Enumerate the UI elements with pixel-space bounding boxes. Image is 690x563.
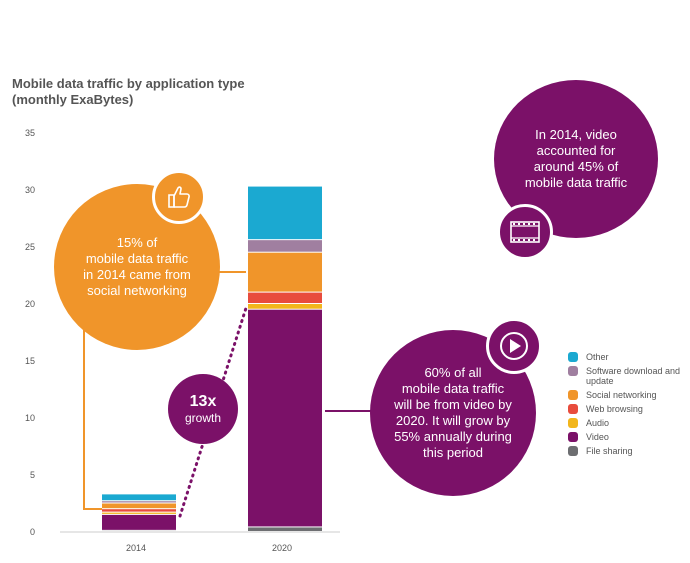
bar-segment (102, 494, 176, 501)
legend-swatch (568, 432, 578, 442)
legend-label: Video (586, 432, 609, 442)
annotation-video2020-line: 60% of all (424, 365, 482, 380)
legend-label: Software download and update (586, 366, 681, 386)
annotation-video2020-line: mobile data traffic (401, 381, 505, 396)
bar-segment (248, 252, 322, 292)
legend-item-audio: Audio (568, 418, 682, 428)
bar-segment (102, 509, 176, 512)
chart-title: Mobile data traffic by application type … (12, 76, 245, 108)
bar-segment (102, 514, 176, 530)
annotation-video2020-line: 55% annually during (394, 429, 512, 444)
legend-label: Web browsing (586, 404, 643, 414)
bar-segment (102, 501, 176, 503)
bar-segment (248, 309, 322, 527)
bar-segment (248, 292, 322, 303)
annotation-video2020-line: 2020. It will grow by (395, 413, 511, 428)
legend-swatch (568, 418, 578, 428)
bar-stacks (102, 186, 322, 531)
y-tick-label: 10 (25, 413, 35, 423)
chart-title-main: Mobile data traffic by application type (12, 76, 245, 91)
y-tick-label: 15 (25, 356, 35, 366)
annotation-social-line: 15% of (116, 235, 158, 250)
bar-segment (102, 512, 176, 514)
annotation-video-2020: 60% of all mobile data traffic will be f… (370, 330, 536, 496)
bar-segment (102, 503, 176, 509)
legend-item-video: Video (568, 432, 682, 442)
annotation-social-line: social networking (87, 283, 187, 298)
annotation-social-line: in 2014 came from (83, 267, 191, 282)
legend-label: File sharing (586, 446, 633, 456)
annotation-video2014-line: around 45% of (533, 159, 619, 174)
annotation-video2020-line: will be from video by (394, 397, 512, 412)
thumbs-up-icon (152, 170, 206, 224)
y-tick-label: 5 (30, 470, 35, 480)
play-icon (486, 318, 542, 374)
y-tick-label: 25 (25, 242, 35, 252)
x-tick-label: 2014 (126, 543, 146, 553)
annotation-social-networking: 15% of mobile data traffic in 2014 came … (54, 184, 220, 350)
legend-item-web-browsing: Web browsing (568, 404, 682, 414)
annotation-growth: 13x growth (168, 374, 238, 444)
bar-segment (248, 240, 322, 252)
annotation-video2014-line: In 2014, video (535, 127, 617, 142)
bar-segment (248, 304, 322, 309)
chart-title-sub: (monthly ExaBytes) (12, 92, 134, 107)
legend-swatch (568, 366, 578, 376)
y-tick-label: 30 (25, 185, 35, 195)
legend-swatch (568, 390, 578, 400)
growth-multiplier: 13x (189, 393, 217, 410)
legend-swatch (568, 404, 578, 414)
legend-label: Other (586, 352, 609, 362)
legend-item-file-sharing: File sharing (568, 446, 682, 456)
annotation-video-2014: In 2014, video accounted for around 45% … (494, 80, 658, 238)
legend: Other Software download and update Socia… (568, 352, 682, 460)
y-tick-label: 35 (25, 128, 35, 138)
film-strip-icon (497, 204, 553, 260)
legend-label: Social networking (586, 390, 657, 400)
annotation-video2014-line: mobile data traffic (524, 175, 628, 190)
y-axis-ticks: 0 5 10 15 20 25 30 35 (25, 128, 35, 537)
annotation-social-line: mobile data traffic (85, 251, 189, 266)
growth-label: growth (184, 411, 222, 425)
bar-segment (248, 186, 322, 240)
y-tick-label: 0 (30, 527, 35, 537)
legend-swatch (568, 446, 578, 456)
legend-label: Audio (586, 418, 610, 428)
y-tick-label: 20 (25, 299, 35, 309)
bar-segment (248, 527, 322, 531)
legend-item-other: Other (568, 352, 682, 362)
connector-social-2014 (83, 330, 102, 510)
annotation-video2014-line: accounted for (536, 143, 616, 158)
legend-item-software-download: Software download and update (568, 366, 682, 386)
x-tick-label: 2020 (272, 543, 292, 553)
x-axis-ticks: 2014 2020 (126, 543, 292, 553)
annotation-video2020-line: this period (423, 445, 483, 460)
legend-swatch (568, 352, 578, 362)
legend-item-social-networking: Social networking (568, 390, 682, 400)
